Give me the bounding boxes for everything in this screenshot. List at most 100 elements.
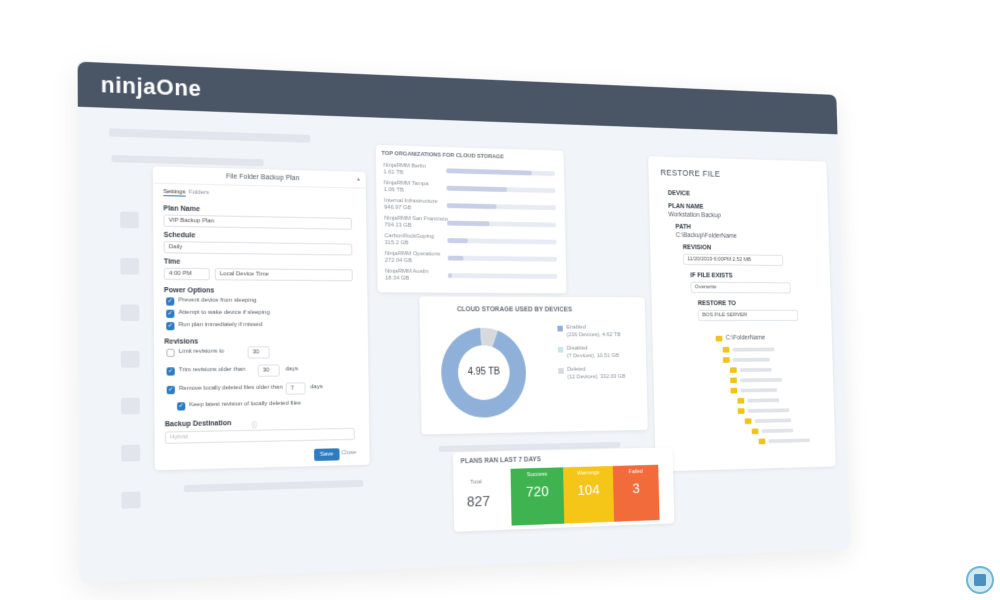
power-option-checkbox[interactable]: ✓ bbox=[166, 322, 174, 330]
org-name: Internal Infrastructure bbox=[384, 198, 438, 205]
collapse-icon[interactable]: ▴ bbox=[357, 176, 360, 183]
trim-revisions-checkbox[interactable]: ✓ bbox=[167, 367, 175, 375]
info-icon: ⓘ bbox=[251, 420, 257, 429]
placeholder-bar bbox=[184, 480, 363, 492]
success-box[interactable]: Success 720 bbox=[511, 467, 565, 525]
backup-destination-select[interactable]: Hybrid bbox=[165, 428, 355, 444]
plan-name-label: PLAN NAME bbox=[668, 203, 703, 210]
close-button[interactable]: Close bbox=[341, 450, 356, 456]
ninjaone-logo[interactable]: ninjaOne bbox=[101, 72, 202, 102]
folder-icon bbox=[730, 378, 737, 384]
tree-item[interactable] bbox=[762, 429, 793, 433]
success-value: 720 bbox=[511, 483, 564, 501]
tree-root-label[interactable]: C:\FolderName bbox=[726, 335, 766, 342]
legend-detail: (7 Devices), 10.51 GB bbox=[567, 353, 619, 359]
backup-destination-label: Backup Destination bbox=[165, 420, 232, 428]
tree-item[interactable] bbox=[740, 378, 782, 382]
org-bar-fill bbox=[448, 256, 464, 261]
legend-label: Deleted bbox=[567, 367, 586, 373]
folder-icon bbox=[716, 336, 723, 342]
org-rows: NinjaRMM Berlin 1.61 TB NinjaRMM Tampa 1.06… bbox=[376, 145, 564, 151]
trim-revisions-input[interactable]: 30 bbox=[258, 364, 280, 376]
path-label: PATH bbox=[675, 224, 690, 231]
sidebar-placeholder bbox=[121, 491, 140, 508]
legend-swatch bbox=[558, 347, 563, 353]
revision-select[interactable]: 11/20/2019 6:00PM 2.52 MB bbox=[683, 254, 783, 266]
keep-latest-checkbox[interactable]: ✓ bbox=[177, 402, 185, 410]
save-button[interactable]: Save bbox=[314, 448, 339, 461]
keep-latest-label: Keep latest revision of locally deleted … bbox=[189, 401, 300, 409]
path-value: C:\Backup\FolderName bbox=[676, 232, 737, 239]
limit-revisions-checkbox[interactable] bbox=[166, 349, 174, 357]
org-size: 18.34 GB bbox=[385, 276, 409, 282]
plans-ran-card: PLANS RAN LAST 7 DAYS Total 827 Success … bbox=[453, 447, 674, 531]
tree-item[interactable] bbox=[769, 438, 810, 443]
folder-icon bbox=[752, 428, 759, 434]
plan-name-field[interactable]: VIP Backup Plan bbox=[163, 214, 352, 229]
restore-to-label: RESTORE TO bbox=[698, 300, 736, 307]
limit-revisions-input[interactable]: 30 bbox=[248, 346, 270, 358]
folder-icon bbox=[723, 357, 730, 363]
destination-placeholder: Hybrid bbox=[170, 434, 188, 441]
power-option-checkbox[interactable]: ✓ bbox=[166, 310, 174, 318]
schedule-label: Schedule bbox=[164, 232, 196, 240]
tree-item[interactable] bbox=[748, 408, 790, 412]
remove-deleted-checkbox[interactable]: ✓ bbox=[167, 386, 175, 394]
failed-label: Failed bbox=[613, 469, 659, 476]
divider bbox=[153, 183, 366, 189]
if-file-exists-label: IF FILE EXISTS bbox=[690, 272, 732, 279]
folder-tree: C:\FolderName bbox=[705, 334, 825, 466]
top-orgs-title: TOP ORGANIZATIONS FOR CLOUD STORAGE bbox=[381, 151, 504, 160]
org-name: NinjaRMM Berlin bbox=[383, 163, 425, 170]
tree-item[interactable] bbox=[733, 358, 770, 362]
org-bar-fill bbox=[447, 203, 497, 209]
remove-deleted-input[interactable]: 7 bbox=[286, 382, 306, 394]
placeholder-bar bbox=[109, 128, 310, 143]
warnings-value: 104 bbox=[563, 481, 613, 499]
app-window: ninjaOne File Folder Backup Plan ▴ Setti… bbox=[78, 62, 851, 584]
time-field[interactable]: 4:00 PM bbox=[164, 268, 210, 281]
power-options-label: Power Options bbox=[164, 287, 214, 294]
org-bar-fill bbox=[446, 168, 532, 175]
power-option-checkbox[interactable]: ✓ bbox=[166, 297, 174, 305]
tree-item[interactable] bbox=[747, 398, 779, 402]
warnings-label: Warnings bbox=[563, 470, 613, 477]
org-name: CarbonRockGoping bbox=[384, 233, 434, 240]
org-name: NinjaRMM Tampa bbox=[384, 180, 429, 187]
placeholder-bar bbox=[111, 155, 263, 166]
sidebar-placeholder bbox=[120, 212, 139, 229]
sidebar-placeholder bbox=[121, 304, 140, 321]
cloud-storage-card: CLOUD STORAGE USED BY DEVICES 4.95 TB En… bbox=[419, 296, 647, 434]
trim-unit: days bbox=[286, 366, 299, 372]
org-size: 315.2 GB bbox=[385, 240, 409, 246]
plan-name-value: Workstation Backup bbox=[668, 212, 721, 220]
time-label: Time bbox=[164, 258, 181, 265]
org-name: NinjaRMM San Francisco bbox=[384, 216, 448, 223]
sidebar-placeholder bbox=[121, 398, 140, 415]
top-bar: ninjaOne bbox=[78, 62, 838, 135]
tree-item[interactable] bbox=[741, 388, 778, 392]
schedule-select[interactable]: Daily bbox=[164, 241, 353, 255]
failed-box[interactable]: Failed 3 bbox=[613, 465, 660, 522]
tree-item[interactable] bbox=[755, 419, 791, 423]
legend-swatch bbox=[557, 326, 562, 332]
limit-revisions-label: Limit revisions to bbox=[179, 349, 224, 355]
folder-icon bbox=[745, 418, 752, 424]
tab-settings[interactable]: Settings bbox=[163, 189, 185, 197]
tree-item[interactable] bbox=[740, 368, 772, 372]
folder-icon bbox=[730, 388, 737, 394]
tree-item[interactable] bbox=[733, 348, 775, 352]
tab-folders[interactable]: Folders bbox=[189, 190, 209, 197]
if-file-exists-select[interactable]: Overwrite bbox=[690, 282, 790, 294]
warnings-box[interactable]: Warnings 104 bbox=[563, 466, 614, 524]
plan-name-label: Plan Name bbox=[163, 205, 200, 213]
org-name: NinjaRMM Austin bbox=[385, 269, 428, 275]
org-size: 946.97 GB bbox=[384, 205, 411, 211]
timezone-select[interactable]: Local Device Time bbox=[215, 268, 353, 281]
restore-to-select[interactable]: BOS FILE SERVER bbox=[698, 310, 798, 321]
revisions-label: Revisions bbox=[164, 338, 198, 345]
restore-file-title: RESTORE FILE bbox=[660, 168, 720, 179]
backup-plan-card: File Folder Backup Plan ▴ Settings Folde… bbox=[153, 166, 370, 470]
folder-icon bbox=[759, 439, 766, 445]
